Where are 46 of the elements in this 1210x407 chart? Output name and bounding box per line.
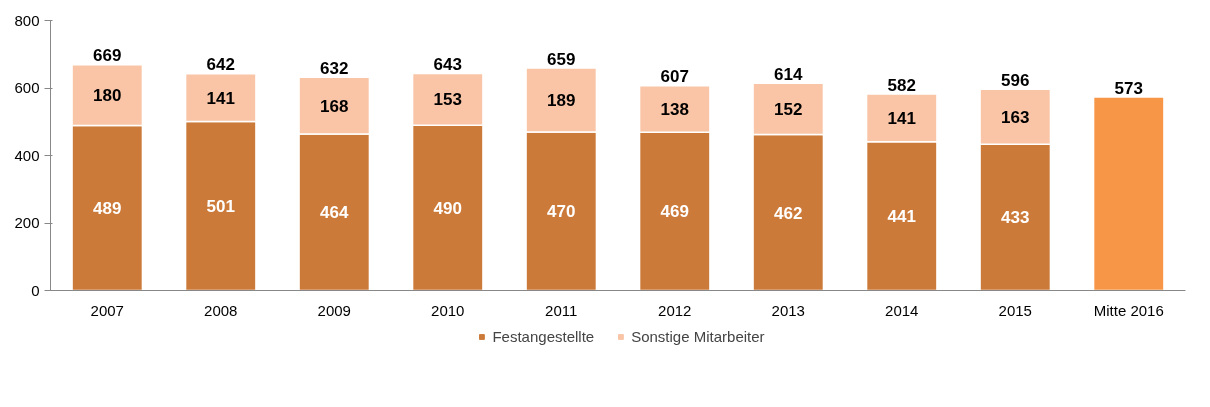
- x-tick-label: 2012: [658, 301, 692, 319]
- data-label: 464: [320, 203, 349, 223]
- data-label: 490: [433, 198, 462, 218]
- legend-label: Festangestellte: [492, 327, 595, 345]
- data-label: 469: [660, 202, 689, 222]
- total-label: 669: [93, 46, 122, 66]
- y-tick-label: 600: [14, 79, 40, 96]
- total-label: 596: [1001, 70, 1030, 90]
- data-label: 433: [1001, 208, 1030, 228]
- legend-label: Sonstige Mitarbeiter: [631, 327, 765, 345]
- total-label: 607: [660, 67, 689, 87]
- data-label: 189: [547, 90, 576, 110]
- y-tick-label: 800: [14, 11, 40, 29]
- data-label: 180: [93, 86, 122, 106]
- x-tick-label: 2014: [885, 301, 919, 319]
- x-tick-label: 2013: [771, 301, 805, 319]
- x-tick-label: 2015: [998, 301, 1032, 319]
- data-label: 168: [320, 96, 349, 116]
- y-tick-label: 0: [31, 281, 40, 299]
- y-tick-label: 400: [14, 146, 40, 164]
- total-label: 632: [320, 58, 349, 78]
- data-label: 163: [1001, 107, 1030, 127]
- x-tick-label: 2011: [545, 301, 578, 319]
- data-label: 489: [93, 198, 122, 218]
- data-label: 141: [887, 108, 916, 128]
- total-label: 642: [206, 55, 235, 75]
- x-tick-label: 2009: [317, 301, 351, 319]
- x-tick-label: 2008: [204, 301, 238, 319]
- y-tick-label: 200: [14, 214, 40, 231]
- total-label: 643: [433, 55, 462, 75]
- data-label: 141: [206, 88, 235, 108]
- total-label: 659: [547, 49, 576, 69]
- data-label: 138: [660, 99, 689, 119]
- total-label: 614: [774, 64, 803, 84]
- data-label: 153: [433, 90, 462, 110]
- total-label: 573: [1114, 78, 1143, 98]
- data-label: 470: [547, 202, 576, 222]
- data-label: 501: [206, 196, 235, 216]
- x-tick-label: Mitte 2016: [1093, 301, 1164, 319]
- data-label: 152: [774, 99, 803, 119]
- data-label: 462: [774, 203, 803, 223]
- data-label: 441: [887, 207, 916, 227]
- total-label: 582: [887, 75, 916, 95]
- x-tick-label: 2007: [90, 301, 124, 319]
- bar: [1092, 96, 1165, 291]
- x-tick-label: 2010: [431, 301, 465, 319]
